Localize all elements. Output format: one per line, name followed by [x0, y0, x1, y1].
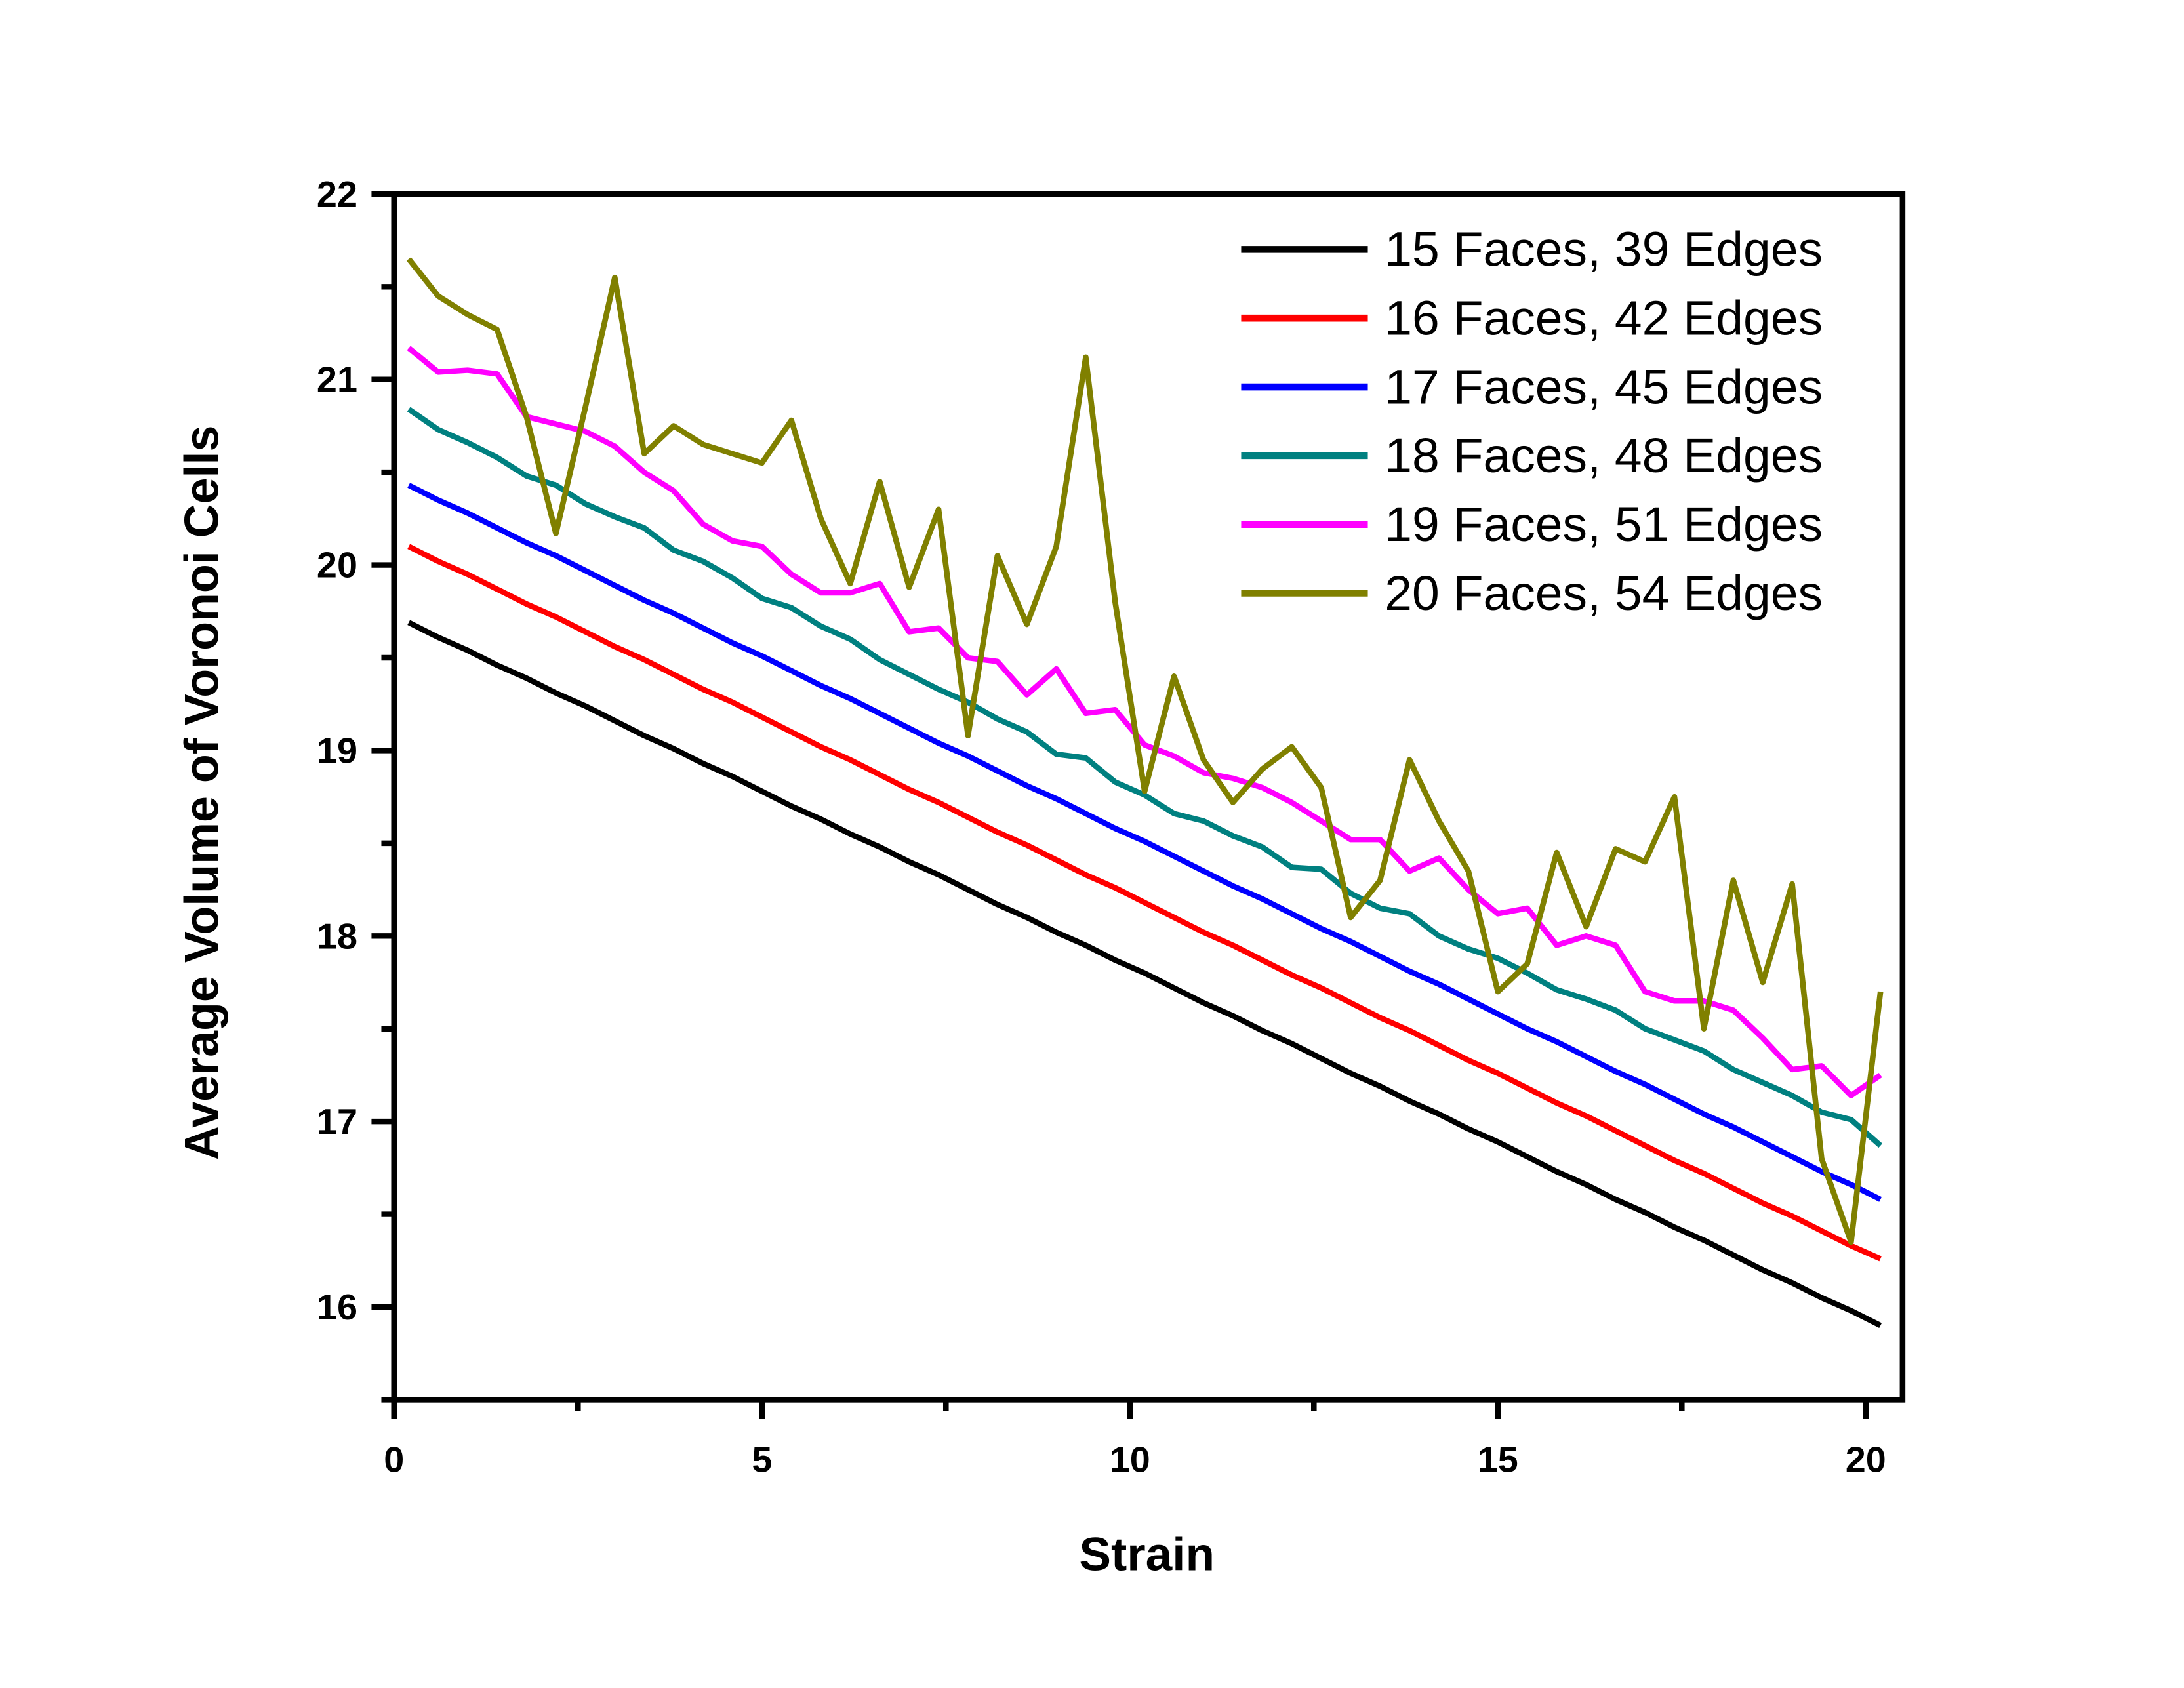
- y-axis-label: Average Volume of Voronoi Cells: [175, 426, 229, 1160]
- legend-label: 19 Faces, 51 Edges: [1385, 498, 1823, 552]
- y-tick-label: 18: [317, 916, 357, 957]
- x-tick-label: 0: [384, 1439, 404, 1480]
- x-tick-label: 10: [1110, 1439, 1150, 1480]
- legend-label: 17 Faces, 45 Edges: [1385, 360, 1823, 414]
- series-line: [407, 483, 1882, 1202]
- legend-label: 20 Faces, 54 Edges: [1385, 566, 1823, 620]
- series-line: [406, 257, 1884, 1245]
- plot-frame: [391, 191, 1906, 1403]
- series-line: [407, 407, 1883, 1148]
- y-tick-label: 16: [317, 1287, 357, 1327]
- x-axis-label: Strain: [1079, 1528, 1215, 1580]
- legend-label: 18 Faces, 48 Edges: [1385, 429, 1823, 483]
- series-line: [407, 346, 1882, 1098]
- y-tick-label: 19: [317, 731, 357, 771]
- legend-label: 16 Faces, 42 Edges: [1385, 291, 1823, 345]
- series-line: [407, 620, 1882, 1329]
- y-tick-label: 22: [317, 174, 357, 214]
- x-tick-label: 15: [1478, 1439, 1518, 1480]
- y-tick-label: 20: [317, 545, 357, 586]
- x-tick-label: 5: [752, 1439, 772, 1480]
- y-tick-label: 21: [317, 359, 357, 400]
- y-tick-label: 17: [317, 1102, 357, 1142]
- series-line: [407, 544, 1882, 1262]
- x-tick-label: 20: [1846, 1439, 1886, 1480]
- legend-label: 15 Faces, 39 Edges: [1385, 222, 1823, 276]
